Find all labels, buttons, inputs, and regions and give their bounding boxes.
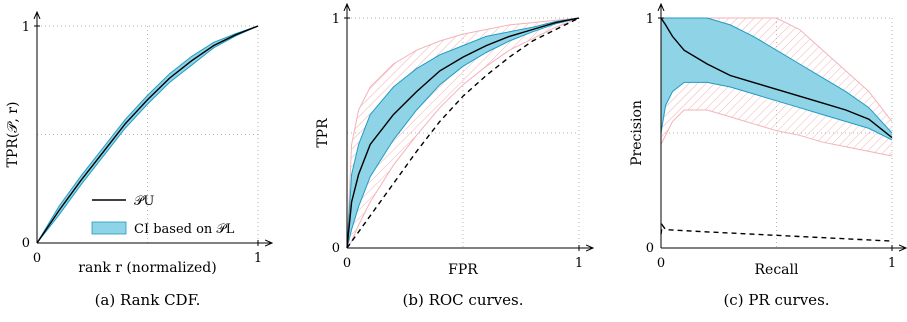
grid — [347, 17, 580, 248]
series-lines-layer — [660, 17, 893, 242]
dashed-curve — [660, 223, 893, 242]
grid — [37, 25, 259, 243]
panel-rank-cdf: 0 1 0 1 rank r (normalized) TPR(𝒫, r) (a… — [5, 12, 272, 309]
y-axis-label: Precision — [629, 100, 645, 166]
y-axis-label: TPR — [315, 118, 331, 148]
ci-lower-edge — [346, 17, 580, 249]
caption: (a) Rank CDF. — [95, 291, 201, 309]
y-tick-label-1: 1 — [332, 12, 340, 27]
ci-band-layer — [660, 17, 893, 141]
y-tick-label-0: 0 — [332, 241, 340, 256]
median-curve — [36, 25, 259, 244]
median-curve — [660, 17, 893, 139]
ci-lower-edge — [660, 81, 893, 141]
y-tick-label-1: 1 — [646, 12, 654, 27]
ci-upper-edge — [36, 25, 259, 244]
y-tick-label-0: 0 — [646, 241, 654, 256]
ci-band-layer — [346, 17, 580, 249]
x-tick-label-0: 0 — [33, 251, 41, 266]
lower-bound-line — [660, 109, 893, 157]
x-tick-label-1: 1 — [575, 256, 583, 271]
legend-swatch-band — [91, 221, 127, 235]
bound-hatch-layer — [346, 17, 580, 249]
x-tick-label-1: 1 — [254, 251, 262, 266]
series-lines-layer — [36, 25, 259, 244]
median-curve — [346, 17, 580, 249]
y-tick-label-0: 0 — [22, 236, 30, 251]
legend-label-pu: 𝒫U — [134, 194, 154, 209]
x-axis-label: FPR — [448, 262, 478, 278]
x-tick-label-1: 1 — [888, 256, 896, 271]
panel-roc: 0 1 0 1 FPR TPR (b) ROC curves. — [315, 4, 593, 309]
ci-upper-edge — [346, 17, 580, 249]
x-tick-label-0: 0 — [343, 256, 351, 271]
axes — [658, 4, 906, 251]
ci-band — [661, 18, 892, 140]
lower-bound-line — [346, 17, 580, 249]
x-tick-label-0: 0 — [657, 256, 665, 271]
y-tick-label-1: 1 — [22, 20, 30, 35]
y-axis-label: TPR(𝒫, r) — [5, 102, 21, 168]
upper-bound-line — [346, 17, 580, 249]
dashed-curve — [346, 17, 580, 249]
ci-band — [347, 18, 579, 248]
caption: (c) PR curves. — [723, 291, 829, 309]
bound-region-hatch — [347, 18, 579, 248]
legend-label-ci: CI based on 𝒫L — [134, 222, 235, 237]
series-lines-layer — [346, 17, 580, 249]
axes — [34, 12, 272, 246]
axes — [344, 4, 593, 251]
ci-lower-edge — [36, 25, 259, 244]
caption: (b) ROC curves. — [403, 291, 524, 309]
ci-upper-edge — [661, 17, 893, 134]
x-axis-label: rank r (normalized) — [78, 260, 216, 276]
legend: 𝒫U CI based on 𝒫L — [91, 194, 235, 237]
panel-pr: 0 1 0 1 Recall Precision (c) PR curves. — [629, 4, 906, 309]
ci-band-layer — [36, 25, 259, 244]
x-axis-label: Recall — [755, 262, 799, 278]
